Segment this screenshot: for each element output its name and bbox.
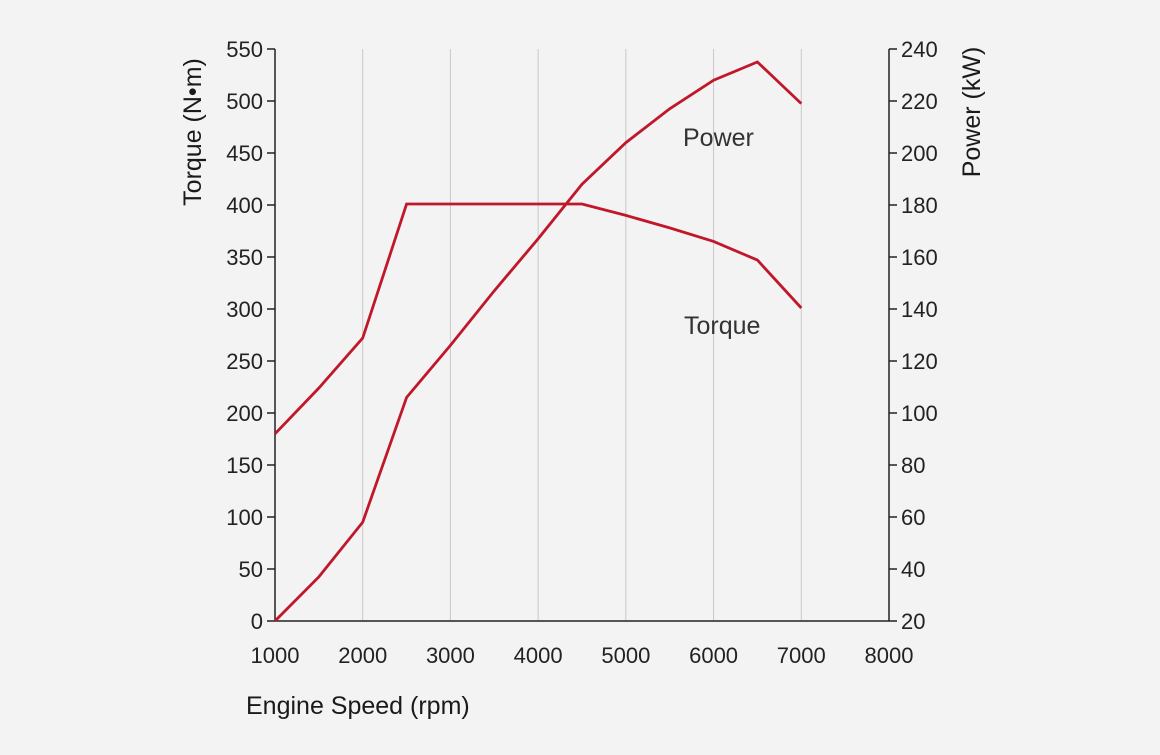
- series-label-power: Power: [683, 124, 754, 152]
- y-left-tick-label-550: 550: [226, 37, 263, 62]
- y-left-tick-label-300: 300: [226, 297, 263, 322]
- y-right-tick-label-20: 20: [901, 609, 925, 634]
- series-label-torque: Torque: [684, 312, 760, 340]
- x-tick-label-5000: 5000: [601, 643, 650, 668]
- y-axis-left-title: Torque (N•m): [179, 58, 207, 206]
- y-left-tick-label-500: 500: [226, 89, 263, 114]
- y-right-tick-label-80: 80: [901, 453, 925, 478]
- y-right-tick-label-180: 180: [901, 193, 938, 218]
- y-left-tick-label-50: 50: [239, 557, 263, 582]
- x-tick-label-6000: 6000: [689, 643, 738, 668]
- tick-labels: 0 50 100 150 200 250 300 350 400 450 500 550 20 40 60 8…: [226, 37, 937, 668]
- y-axis-right-title: Power (kW): [958, 47, 986, 178]
- y-right-tick-label-160: 160: [901, 245, 938, 270]
- y-right-tick-label-40: 40: [901, 557, 925, 582]
- y-left-tick-label-400: 400: [226, 193, 263, 218]
- x-tick-label-1000: 1000: [251, 643, 300, 668]
- y-left-tick-label-0: 0: [251, 609, 263, 634]
- x-tick-label-8000: 8000: [865, 643, 914, 668]
- y-left-tick-label-150: 150: [226, 453, 263, 478]
- series-line-power: [274, 60, 803, 622]
- y-right-tick-label-140: 140: [901, 297, 938, 322]
- series-lines: [273, 60, 803, 622]
- y-right-tick-label-240: 240: [901, 37, 938, 62]
- y-left-tick-label-100: 100: [226, 505, 263, 530]
- y-right-tick-label-100: 100: [901, 401, 938, 426]
- x-tick-label-7000: 7000: [777, 643, 826, 668]
- x-axis-title: Engine Speed (rpm): [246, 692, 470, 720]
- y-left-tick-label-450: 450: [226, 141, 263, 166]
- x-tick-label-2000: 2000: [338, 643, 387, 668]
- y-right-tick-label-220: 220: [901, 89, 938, 114]
- y-left-tick-label-250: 250: [226, 349, 263, 374]
- y-right-tick-label-60: 60: [901, 505, 925, 530]
- y-left-tick-label-350: 350: [226, 245, 263, 270]
- axes: [267, 48, 897, 622]
- x-tick-label-3000: 3000: [426, 643, 475, 668]
- series-labels: Power Torque: [683, 124, 760, 340]
- y-right-tick-label-120: 120: [901, 349, 938, 374]
- y-left-tick-label-200: 200: [226, 401, 263, 426]
- y-right-tick-label-200: 200: [901, 141, 938, 166]
- x-tick-label-4000: 4000: [514, 643, 563, 668]
- series-line-torque: [273, 202, 803, 435]
